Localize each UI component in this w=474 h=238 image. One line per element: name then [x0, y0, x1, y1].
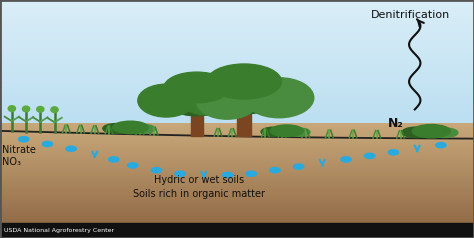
Circle shape	[151, 168, 162, 173]
Ellipse shape	[162, 76, 232, 116]
Circle shape	[128, 163, 138, 168]
Ellipse shape	[177, 78, 242, 115]
Circle shape	[341, 157, 351, 162]
Ellipse shape	[113, 121, 148, 134]
Ellipse shape	[412, 124, 450, 138]
Text: Denitrification: Denitrification	[370, 10, 450, 20]
Ellipse shape	[138, 84, 194, 117]
Text: Nitrate
NO₃: Nitrate NO₃	[2, 145, 36, 167]
Bar	[191, 116, 203, 136]
Ellipse shape	[197, 84, 258, 119]
Ellipse shape	[244, 78, 314, 118]
Ellipse shape	[103, 124, 129, 133]
Circle shape	[109, 157, 119, 162]
Circle shape	[388, 150, 399, 155]
Text: N₂: N₂	[388, 117, 404, 130]
Circle shape	[222, 172, 233, 178]
Ellipse shape	[36, 106, 44, 112]
Ellipse shape	[287, 128, 310, 136]
Ellipse shape	[270, 125, 303, 137]
Ellipse shape	[51, 107, 58, 113]
Polygon shape	[0, 131, 474, 238]
Circle shape	[66, 146, 76, 151]
Ellipse shape	[431, 128, 458, 138]
Circle shape	[293, 164, 304, 169]
Circle shape	[18, 137, 29, 142]
Ellipse shape	[164, 72, 229, 103]
Bar	[237, 114, 251, 136]
Circle shape	[365, 153, 375, 159]
Circle shape	[42, 141, 53, 147]
Circle shape	[175, 171, 185, 176]
Ellipse shape	[207, 64, 282, 99]
Circle shape	[246, 171, 256, 176]
Ellipse shape	[8, 106, 16, 111]
Circle shape	[436, 143, 446, 148]
Ellipse shape	[22, 106, 30, 112]
Text: Hydric or wet soils
Soils rich in organic matter: Hydric or wet soils Soils rich in organi…	[133, 175, 265, 199]
Ellipse shape	[261, 127, 286, 136]
Ellipse shape	[204, 69, 284, 114]
Ellipse shape	[402, 127, 430, 138]
Ellipse shape	[130, 124, 155, 133]
Circle shape	[270, 168, 280, 173]
Bar	[0, 223, 474, 238]
Text: USDA National Agroforestry Center: USDA National Agroforestry Center	[4, 228, 114, 233]
